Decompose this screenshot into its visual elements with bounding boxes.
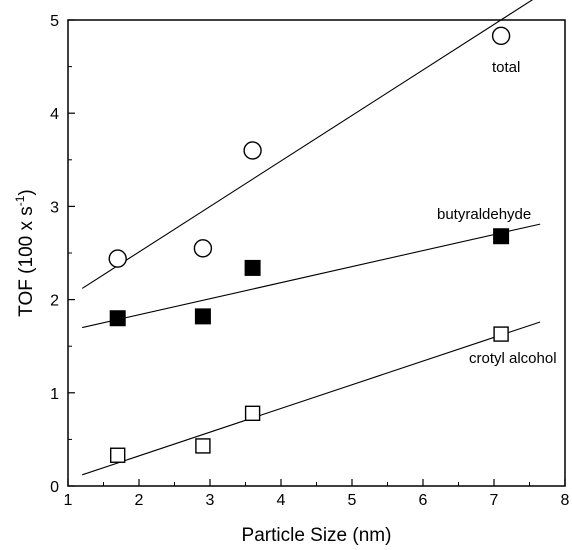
crotyl-alcohol-point	[195, 438, 211, 454]
plot-frame	[67, 19, 566, 487]
butyraldehyde-point	[244, 259, 261, 276]
data-markers	[108, 26, 511, 463]
butyraldehyde-fit-line	[82, 223, 541, 329]
crotyl-alcohol-point	[109, 447, 126, 463]
total-point	[491, 26, 511, 46]
butyraldehyde-point	[493, 228, 510, 245]
x-tick-label: 5	[348, 492, 357, 509]
y-tick-label: 5	[50, 13, 59, 30]
crotyl-alcohol-label: crotyl alcohol	[469, 350, 557, 367]
y-tick-label: 1	[50, 386, 59, 403]
x-axis-title: Particle Size (nm)	[242, 525, 392, 546]
total-fit-line	[81, 0, 534, 289]
x-tick-label: 6	[419, 492, 428, 509]
series-labels: total butyraldehyde crotyl alcohol	[437, 59, 557, 367]
crotyl-alcohol-point	[244, 405, 261, 422]
x-tick-label: 8	[561, 492, 570, 509]
butyraldehyde-point	[194, 308, 211, 325]
total-point	[243, 141, 262, 160]
total-label: total	[492, 59, 520, 76]
crotyl-alcohol-fit-line	[82, 321, 541, 476]
x-tick-label: 2	[135, 492, 144, 509]
y-tick-label: 4	[50, 106, 59, 123]
butyraldehyde-label: butyraldehyde	[437, 206, 531, 223]
x-tick-label: 3	[206, 492, 215, 509]
y-axis-title: TOF (100 x s-1)	[13, 189, 37, 317]
x-tick-label: 4	[277, 492, 286, 509]
total-point	[108, 249, 127, 268]
y-tick-label: 3	[50, 199, 59, 216]
crotyl-alcohol-point	[493, 326, 509, 342]
total-point	[193, 239, 213, 258]
y-tick-label: 2	[50, 293, 59, 310]
butyraldehyde-point	[109, 310, 126, 327]
x-tick-label: 7	[490, 492, 499, 509]
x-tick-label: 1	[64, 492, 73, 509]
fit-lines	[81, 0, 541, 476]
y-tick-label: 0	[50, 479, 59, 496]
